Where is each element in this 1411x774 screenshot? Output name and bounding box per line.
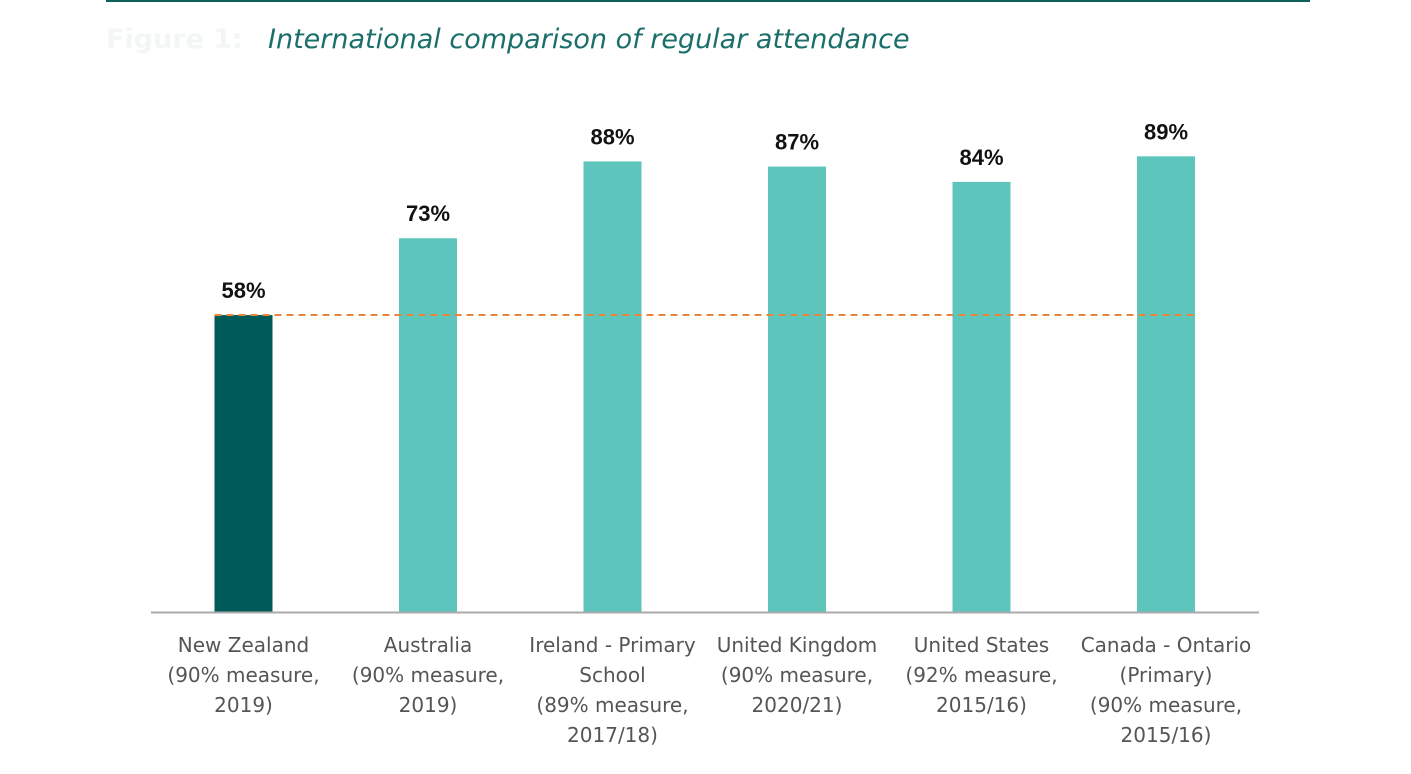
value-label-3: 87% [775,130,819,155]
category-labels-group: New Zealand (90% measure, 2019) Australia (9… [167,633,1251,747]
value-label-2: 88% [590,124,634,149]
category-label-5-line-0: Canada - Ontario [1081,633,1252,657]
category-label-0-line-1: (90% measure, [167,663,319,687]
category-label-2-line-2: (89% measure, [536,693,688,717]
category-label-0-line-0: New Zealand [178,633,309,657]
bar-5 [1137,156,1195,612]
category-label-4-line-0: United States [914,633,1049,657]
value-label-1: 73% [406,201,450,226]
category-label-1-line-1: (90% measure, [352,663,504,687]
bars-group [214,156,1195,613]
bar-0 [214,315,273,612]
top-rule [106,0,1310,2]
category-label-4-line-2: 2015/16) [936,693,1027,717]
value-label-0: 58% [221,278,265,303]
category-label-1-line-0: Australia [384,633,472,657]
category-label-0-line-2: 2019) [214,693,273,717]
value-labels-group: 58% 73% 88% 87% 84% 89% [221,119,1188,303]
value-label-4: 84% [959,145,1003,170]
figure-label: Figure 1: [106,24,243,55]
bar-1 [399,238,457,613]
category-label-3-line-0: United Kingdom [717,633,878,657]
category-label-3-line-1: (90% measure, [721,663,873,687]
bar-3 [768,166,826,612]
bar-4 [952,181,1011,613]
category-label-3-line-2: 2020/21) [752,693,843,717]
category-label-5-line-1: (Primary) [1120,663,1213,687]
category-label-5-line-3: 2015/16) [1121,723,1212,747]
category-label-2-line-3: 2017/18) [567,723,658,747]
bar-2 [583,161,642,612]
value-label-5: 89% [1144,119,1188,144]
figure-title: International comparison of regular atte… [268,24,910,55]
category-label-4-line-1: (92% measure, [905,663,1057,687]
category-label-2-line-0: Ireland - Primary [529,633,696,657]
category-label-5-line-2: (90% measure, [1090,693,1242,717]
category-label-1-line-2: 2019) [399,693,458,717]
category-label-2-line-1: School [579,663,645,687]
